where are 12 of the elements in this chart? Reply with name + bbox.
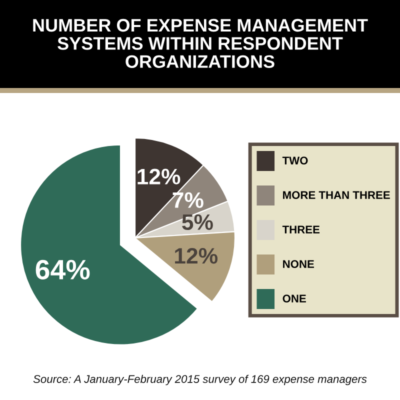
data-label: 12% (175, 248, 218, 264)
data-label: 12% (138, 168, 180, 184)
legend-label: THREE (282, 226, 320, 234)
chart-title: NUMBER OF EXPENSE MANAGEMENT SYSTEMS WITHIN RESPONDENT ORGANIZATIONS (33, 18, 368, 68)
legend-label: NONE (283, 260, 314, 268)
legend-label: ONE (282, 294, 306, 303)
legend-label: MORE THAN THREE (283, 191, 390, 200)
data-label: 64% (36, 260, 90, 280)
data-label: 5% (182, 214, 213, 230)
data-label: 7% (172, 192, 204, 208)
source-note: Source: A January-February 2015 survey of 169 expense managers (33, 374, 367, 386)
legend-label: TWO (282, 156, 308, 165)
